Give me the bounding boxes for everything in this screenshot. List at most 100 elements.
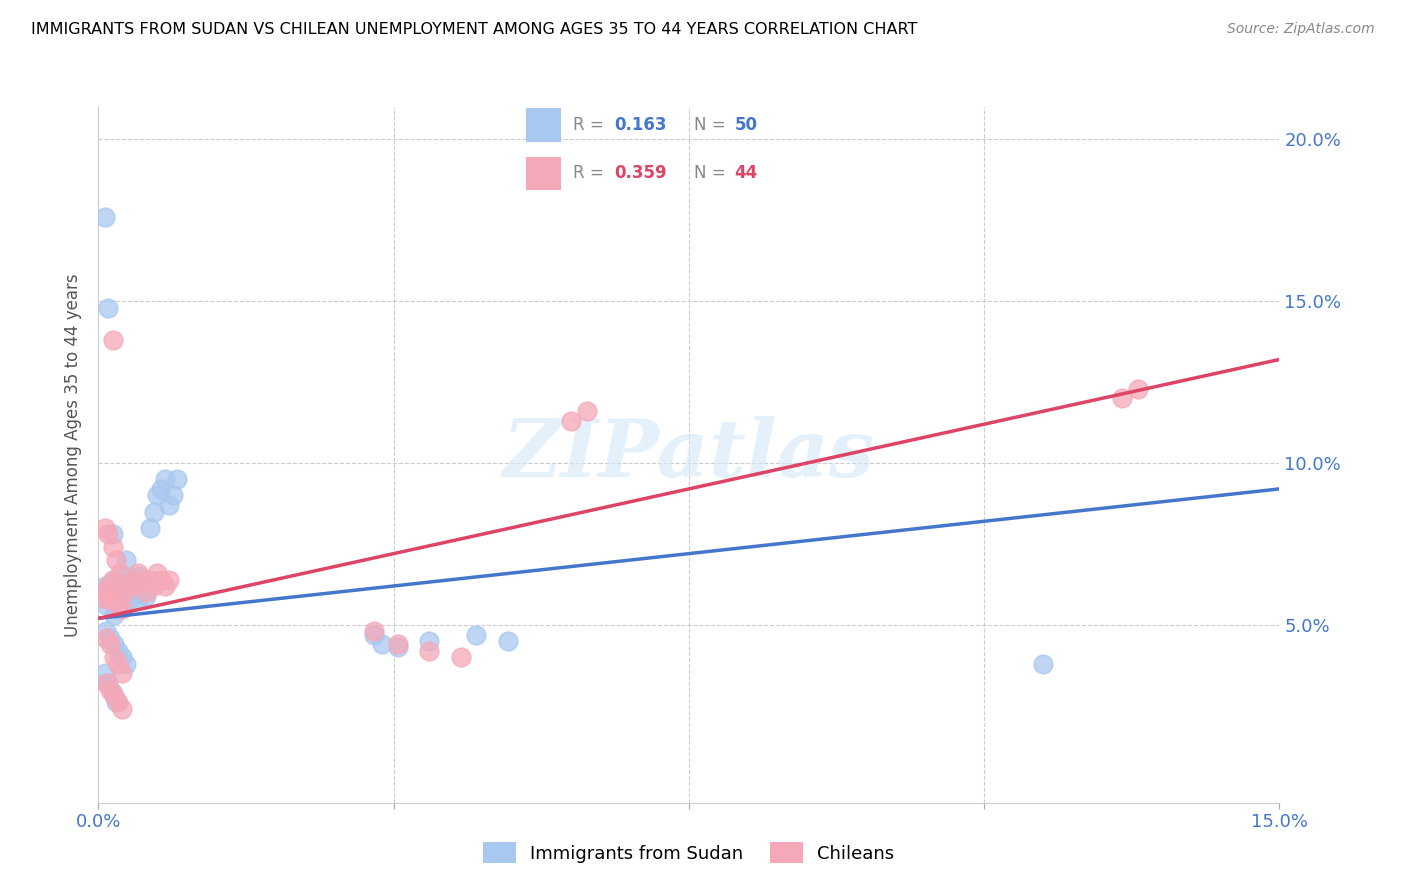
Point — [157, 573, 180, 587]
Point — [150, 482, 173, 496]
Point — [142, 504, 165, 518]
Point — [101, 573, 124, 587]
Point — [122, 573, 145, 587]
Point — [104, 589, 127, 603]
Point — [111, 666, 134, 681]
Point — [97, 301, 120, 315]
Point — [104, 696, 127, 710]
Point — [496, 634, 519, 648]
Point — [135, 589, 157, 603]
Point — [131, 575, 153, 590]
Point — [93, 591, 115, 606]
Point — [118, 579, 141, 593]
Text: N =: N = — [693, 116, 730, 135]
Point — [150, 573, 173, 587]
Point — [142, 579, 165, 593]
Point — [363, 627, 385, 641]
Point — [1111, 392, 1133, 406]
Point — [131, 585, 153, 599]
Point — [101, 686, 124, 700]
Point — [111, 650, 134, 665]
Point — [418, 643, 440, 657]
Point — [96, 624, 118, 639]
Point — [135, 585, 157, 599]
Point — [107, 601, 129, 615]
Point — [110, 579, 132, 593]
Point — [132, 575, 155, 590]
Point — [93, 210, 115, 224]
Point — [107, 599, 129, 613]
Point — [96, 599, 118, 613]
Point — [98, 631, 121, 645]
Point — [107, 643, 129, 657]
Point — [115, 657, 138, 671]
Point — [155, 579, 177, 593]
Point — [127, 591, 149, 606]
Point — [1126, 382, 1149, 396]
Text: R =: R = — [574, 164, 609, 182]
Point — [418, 634, 440, 648]
Point — [138, 573, 160, 587]
Point — [122, 579, 145, 593]
Point — [103, 608, 125, 623]
Point — [101, 573, 124, 587]
Point — [128, 569, 150, 583]
Point — [96, 585, 118, 599]
Point — [162, 488, 184, 502]
Point — [98, 591, 121, 606]
Point — [110, 566, 132, 580]
Point — [127, 566, 149, 580]
Point — [98, 591, 121, 606]
Point — [1032, 657, 1054, 671]
Point — [93, 521, 115, 535]
Text: 0.163: 0.163 — [614, 116, 666, 135]
Point — [450, 650, 472, 665]
Point — [157, 498, 180, 512]
Point — [146, 488, 169, 502]
Point — [121, 573, 143, 587]
Point — [118, 591, 141, 606]
Point — [96, 631, 118, 645]
Point — [371, 637, 394, 651]
Point — [575, 404, 598, 418]
Point — [103, 637, 125, 651]
Point — [111, 601, 134, 615]
Point — [107, 696, 129, 710]
Text: R =: R = — [574, 116, 609, 135]
Point — [101, 527, 124, 541]
Text: 0.359: 0.359 — [614, 164, 666, 182]
Point — [138, 521, 160, 535]
Text: ZIPatlas: ZIPatlas — [503, 417, 875, 493]
Point — [97, 579, 120, 593]
Text: 50: 50 — [734, 116, 758, 135]
Point — [111, 585, 134, 599]
Point — [104, 553, 127, 567]
Point — [112, 569, 135, 583]
Point — [115, 553, 138, 567]
Point — [166, 472, 188, 486]
Point — [146, 566, 169, 580]
Point — [387, 640, 409, 655]
Point — [560, 414, 582, 428]
Point — [103, 589, 125, 603]
Point — [96, 676, 118, 690]
Text: IMMIGRANTS FROM SUDAN VS CHILEAN UNEMPLOYMENT AMONG AGES 35 TO 44 YEARS CORRELAT: IMMIGRANTS FROM SUDAN VS CHILEAN UNEMPLO… — [31, 22, 917, 37]
Text: N =: N = — [693, 164, 730, 182]
Point — [155, 472, 177, 486]
Point — [93, 666, 115, 681]
Point — [97, 527, 120, 541]
Point — [115, 585, 138, 599]
Y-axis label: Unemployment Among Ages 35 to 44 years: Unemployment Among Ages 35 to 44 years — [65, 273, 83, 637]
Point — [363, 624, 385, 639]
Point — [103, 650, 125, 665]
Point — [101, 333, 124, 347]
Point — [98, 637, 121, 651]
Point — [125, 585, 148, 599]
Point — [117, 582, 139, 597]
Text: 44: 44 — [734, 164, 758, 182]
Point — [97, 582, 120, 597]
Point — [93, 579, 115, 593]
Point — [103, 689, 125, 703]
Point — [111, 702, 134, 716]
FancyBboxPatch shape — [526, 109, 561, 142]
